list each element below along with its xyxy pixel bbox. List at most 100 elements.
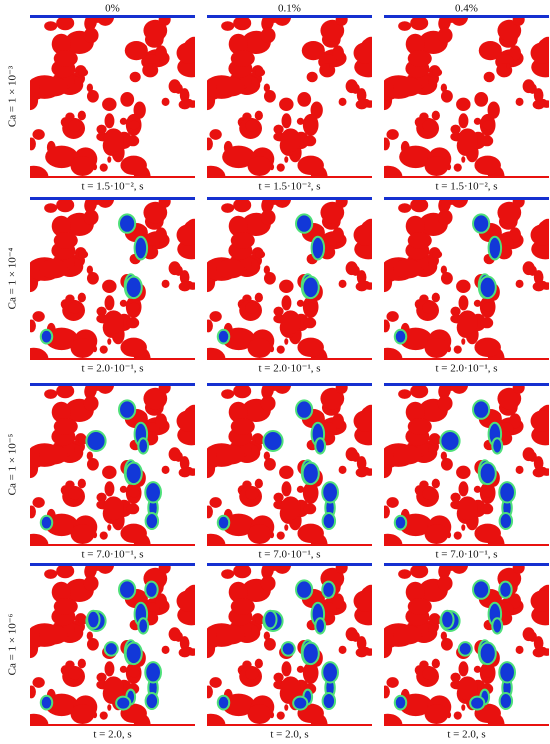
solid-phase	[70, 524, 95, 544]
solid-phase	[45, 513, 79, 537]
injected-fluid	[301, 461, 320, 486]
solid-phase	[230, 417, 255, 435]
injected-fluid	[321, 661, 339, 684]
solid-phase	[128, 120, 140, 130]
solid-phase	[178, 99, 191, 110]
solid-phase	[104, 481, 115, 497]
solid-phase	[207, 319, 213, 333]
solid-phase	[119, 665, 128, 673]
solid-phase	[209, 311, 222, 322]
solid-phase	[102, 97, 117, 111]
outlet-boundary	[384, 544, 549, 546]
outlet-boundary	[207, 176, 372, 178]
solid-phase	[305, 302, 317, 312]
solid-phase	[506, 244, 511, 252]
solid-phase	[155, 45, 167, 61]
inlet-boundary	[207, 15, 372, 18]
solid-phase	[179, 636, 190, 651]
solid-phase	[473, 117, 482, 125]
solid-phase	[53, 49, 78, 67]
solid-phase	[509, 45, 521, 61]
solid-phase	[329, 62, 334, 70]
solid-phase	[178, 647, 191, 658]
solid-phase	[515, 279, 524, 288]
solid-phase	[296, 665, 305, 673]
solid-phase	[158, 383, 171, 394]
column-header: 0.1%	[278, 3, 301, 15]
solid-phase	[152, 610, 157, 618]
solid-phase	[78, 250, 89, 259]
solid-phase	[99, 163, 108, 172]
solid-phase	[129, 71, 141, 83]
solid-phase	[474, 91, 489, 107]
solid-phase	[438, 383, 451, 398]
injected-fluid	[321, 481, 339, 504]
solid-phase	[30, 347, 49, 360]
injected-fluid	[439, 429, 461, 453]
solid-phase	[410, 563, 429, 579]
solid-phase	[440, 637, 453, 651]
solid-phase	[161, 645, 170, 654]
solid-phase	[297, 337, 324, 358]
injected-fluid	[314, 617, 327, 635]
solid-phase	[207, 347, 226, 360]
solid-phase	[482, 488, 494, 498]
solid-phase	[260, 27, 276, 44]
solid-phase	[440, 265, 448, 275]
solid-phase	[30, 319, 36, 333]
solid-phase	[384, 685, 390, 699]
solid-phase	[30, 137, 36, 151]
solid-phase	[458, 661, 469, 677]
solid-phase	[126, 503, 140, 515]
solid-phase	[431, 658, 440, 669]
time-caption: t = 7.0·10⁻¹, s	[258, 549, 320, 561]
solid-phase	[273, 672, 284, 683]
solid-phase	[119, 299, 128, 307]
solid-phase	[356, 88, 367, 103]
solid-phase	[143, 201, 168, 224]
solid-phase	[353, 590, 372, 612]
solid-phase	[83, 395, 99, 412]
solid-phase	[533, 456, 544, 471]
solid-phase	[178, 281, 191, 292]
solid-phase	[221, 21, 235, 31]
solid-phase	[398, 203, 412, 213]
injected-fluid	[39, 694, 54, 711]
injected-fluid	[124, 641, 143, 666]
solid-phase	[461, 156, 466, 163]
column-header: 0.4%	[455, 3, 478, 15]
solid-phase	[51, 581, 71, 603]
solid-phase	[506, 430, 511, 438]
outlet-boundary	[207, 724, 372, 726]
injected-fluid	[144, 661, 162, 684]
injected-fluid	[263, 609, 278, 630]
solid-phase	[84, 383, 97, 398]
solid-phase	[176, 590, 195, 612]
solid-phase	[405, 33, 425, 55]
solid-phase	[279, 97, 294, 111]
solid-phase	[303, 135, 317, 147]
injected-fluid	[137, 617, 150, 635]
solid-phase	[233, 563, 252, 579]
solid-phase	[512, 563, 525, 574]
solid-phase	[480, 317, 494, 329]
solid-phase	[168, 261, 181, 276]
solid-phase	[335, 563, 348, 574]
solid-phase	[335, 15, 348, 26]
outlet-boundary	[30, 544, 195, 546]
solid-phase	[233, 15, 252, 31]
simulation-panel	[30, 383, 195, 546]
solid-phase	[221, 569, 235, 579]
injected-fluid	[144, 511, 160, 531]
injected-fluid	[85, 429, 107, 453]
solid-phase	[355, 281, 368, 292]
solid-phase	[512, 15, 525, 26]
time-caption: t = 2.0, s	[270, 729, 308, 741]
solid-phase	[221, 203, 235, 213]
solid-phase	[457, 496, 478, 521]
injected-fluid	[295, 213, 314, 234]
injected-fluid	[118, 579, 137, 600]
solid-phase	[124, 40, 148, 61]
solid-phase	[128, 668, 140, 678]
solid-phase	[345, 447, 358, 462]
